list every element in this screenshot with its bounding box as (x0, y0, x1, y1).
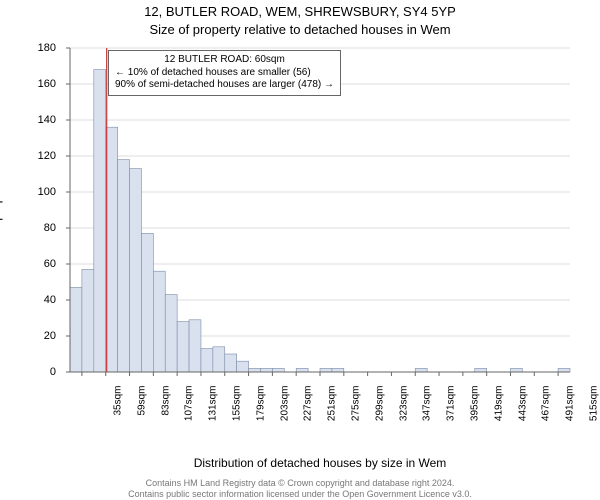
annotation-box: 12 BUTLER ROAD: 60sqm← 10% of detached h… (108, 50, 341, 96)
annotation-line: 12 BUTLER ROAD: 60sqm (115, 54, 334, 67)
x-axis-label: Distribution of detached houses by size … (60, 456, 580, 470)
histogram-svg (60, 44, 580, 414)
y-tick-label: 160 (16, 78, 56, 90)
x-tick-label: 491sqm (565, 386, 576, 426)
y-tick-label: 180 (16, 42, 56, 54)
x-tick-label: 299sqm (374, 386, 385, 426)
x-tick-label: 347sqm (422, 386, 433, 426)
x-tick-label: 83sqm (160, 386, 171, 426)
y-tick-label: 140 (16, 114, 56, 126)
x-tick-label: 59sqm (136, 386, 147, 426)
x-tick-label: 131sqm (208, 386, 219, 426)
y-tick-label: 60 (16, 258, 56, 270)
y-tick-label: 120 (16, 150, 56, 162)
copyright-line-1: Contains HM Land Registry data © Crown c… (146, 478, 455, 488)
chart-area: 020406080100120140160180 35sqm59sqm83sqm… (60, 44, 580, 414)
x-tick-label: 227sqm (303, 386, 314, 426)
y-tick-label: 40 (16, 294, 56, 306)
x-tick-label: 35sqm (112, 386, 123, 426)
y-tick-label: 0 (16, 366, 56, 378)
x-tick-label: 371sqm (446, 386, 457, 426)
x-tick-label: 467sqm (541, 386, 552, 426)
title-sub: Size of property relative to detached ho… (0, 22, 600, 37)
title-main: 12, BUTLER ROAD, WEM, SHREWSBURY, SY4 5Y… (0, 4, 600, 19)
copyright: Contains HM Land Registry data © Crown c… (0, 478, 600, 500)
x-tick-label: 515sqm (589, 386, 600, 426)
y-axis-label: Number of detached properties (0, 167, 3, 332)
y-tick-label: 20 (16, 330, 56, 342)
y-tick-label: 80 (16, 222, 56, 234)
x-tick-label: 179sqm (255, 386, 266, 426)
x-tick-label: 395sqm (470, 386, 481, 426)
x-tick-label: 155sqm (231, 386, 242, 426)
x-tick-label: 107sqm (184, 386, 195, 426)
y-tick-label: 100 (16, 186, 56, 198)
x-tick-label: 251sqm (327, 386, 338, 426)
copyright-line-2: Contains public sector information licen… (128, 489, 472, 499)
annotation-line: 90% of semi-detached houses are larger (… (115, 79, 334, 92)
annotation-line: ← 10% of detached houses are smaller (56… (115, 67, 334, 80)
x-tick-label: 443sqm (517, 386, 528, 426)
x-tick-label: 275sqm (351, 386, 362, 426)
x-tick-label: 419sqm (493, 386, 504, 426)
x-tick-label: 323sqm (398, 386, 409, 426)
x-tick-label: 203sqm (279, 386, 290, 426)
